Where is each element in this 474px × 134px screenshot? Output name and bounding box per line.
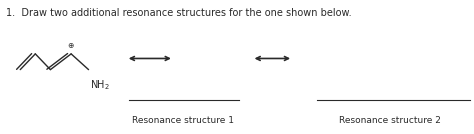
Text: $\oplus$: $\oplus$ bbox=[67, 41, 75, 50]
Text: 1.  Draw two additional resonance structures for the one shown below.: 1. Draw two additional resonance structu… bbox=[6, 8, 352, 18]
Text: Resonance structure 2: Resonance structure 2 bbox=[339, 116, 441, 124]
Text: NH$_2$: NH$_2$ bbox=[90, 78, 110, 92]
Text: Resonance structure 1: Resonance structure 1 bbox=[132, 116, 234, 124]
